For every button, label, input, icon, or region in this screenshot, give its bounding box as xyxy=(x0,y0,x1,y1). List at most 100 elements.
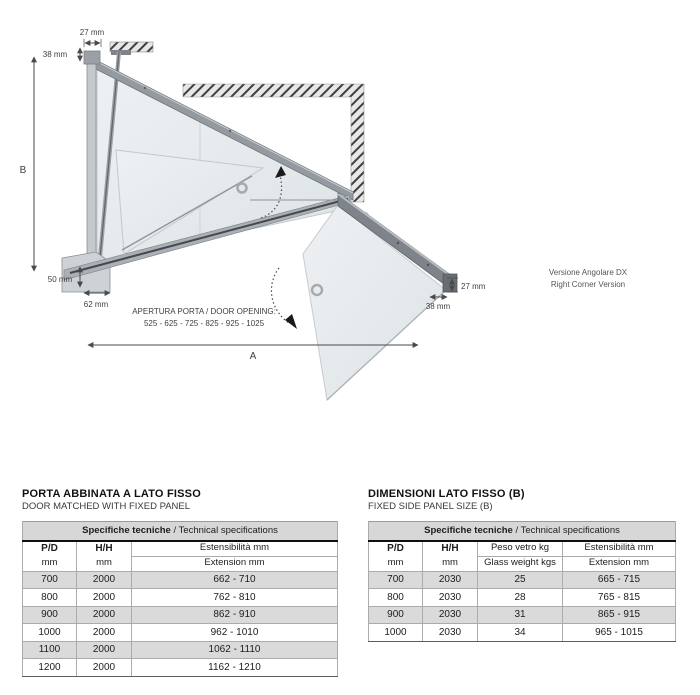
screw-dot xyxy=(228,129,232,133)
door-handle xyxy=(236,182,248,194)
cell: 962 - 1010 xyxy=(131,623,338,642)
table-row: 1000 2030 34 965 - 1015 xyxy=(368,623,676,642)
cell: 2000 xyxy=(76,588,132,607)
label-62: 62 mm xyxy=(84,300,109,309)
label-38-top: 38 mm xyxy=(43,50,68,59)
col-header: H/H xyxy=(76,540,132,557)
right-door xyxy=(302,192,458,401)
spec-band-rest: / Technical specifications xyxy=(512,524,620,536)
label-50: 50 mm xyxy=(48,275,73,284)
table-row: 1000 2000 962 - 1010 xyxy=(22,623,338,642)
cell: 800 xyxy=(22,588,77,607)
support-bar-edge xyxy=(99,51,120,259)
label-27-top: 27 mm xyxy=(80,28,105,37)
label-A: A xyxy=(250,351,257,362)
spec-band-row: Specifiche tecniche / Technical specific… xyxy=(22,521,338,542)
ceiling-bracket xyxy=(111,50,131,55)
right-table-subtitle: FIXED SIDE PANEL SIZE (B) xyxy=(368,501,493,512)
right-profile-highlight xyxy=(337,193,453,278)
spec-band-cell: Specifiche tecniche / Technical specific… xyxy=(22,521,338,542)
col-subheader: mm xyxy=(422,556,478,572)
table-row: 1100 2000 1062 - 1110 xyxy=(22,641,338,660)
version-label-en: Right Corner Version xyxy=(551,280,625,289)
spec-band-cell: Specifiche tecniche / Technical specific… xyxy=(368,521,676,542)
screw-dot xyxy=(143,86,147,90)
cell: 662 - 710 xyxy=(131,571,338,590)
cell: 1000 xyxy=(368,623,423,642)
column-subheader-row: mm mm Glass weight kgs Extension mm xyxy=(368,556,676,572)
label-27-right: 27 mm xyxy=(461,282,486,291)
cell: 28 xyxy=(477,588,563,607)
table-row: 800 2030 28 765 - 815 xyxy=(368,588,676,607)
spec-band-bold: Specifiche tecniche xyxy=(82,524,171,536)
version-label-it: Versione Angolare DX xyxy=(549,268,628,277)
cell: 2000 xyxy=(76,606,132,625)
cell: 2030 xyxy=(422,588,478,607)
cell: 31 xyxy=(477,606,563,625)
right-table-title: DIMENSIONI LATO FISSO (B) xyxy=(368,488,525,500)
cell: 2000 xyxy=(76,658,132,677)
door-matched-table-block: PORTA ABBINATA A LATO FISSO DOOR MATCHED… xyxy=(22,488,338,677)
bottom-rail-stripe xyxy=(69,198,349,274)
col-subheader: Glass weight kgs xyxy=(477,556,563,572)
cell: 865 - 915 xyxy=(562,606,676,625)
column-header-row: P/D H/H Estensibilità mm xyxy=(22,540,338,557)
col-subheader: Extension mm xyxy=(131,556,338,572)
cell: 1062 - 1110 xyxy=(131,641,338,660)
col-header: Peso vetro kg xyxy=(477,540,563,557)
arc-arrowhead xyxy=(285,314,297,329)
label-B: B xyxy=(20,165,27,176)
door-opening-label: APERTURA PORTA / DOOR OPENING: xyxy=(132,307,276,316)
door-handle xyxy=(310,283,324,297)
top-cap-block xyxy=(83,50,101,65)
cell: 2000 xyxy=(76,571,132,590)
spec-band-row: Specifiche tecniche / Technical specific… xyxy=(368,521,676,542)
left-table-title: PORTA ABBINATA A LATO FISSO xyxy=(22,488,201,500)
cell: 2000 xyxy=(76,623,132,642)
col-header: H/H xyxy=(422,540,478,557)
cell: 25 xyxy=(477,571,563,590)
door-matched-table: Specifiche tecniche / Technical specific… xyxy=(22,521,338,677)
table-row: 700 2000 662 - 710 xyxy=(22,571,338,590)
spec-band-rest: / Technical specifications xyxy=(170,524,278,536)
cell: 665 - 715 xyxy=(562,571,676,590)
label-38-right: 38 mm xyxy=(426,302,451,311)
right-cap-block xyxy=(442,273,458,293)
cell: 765 - 815 xyxy=(562,588,676,607)
table-row: 900 2030 31 865 - 915 xyxy=(368,606,676,625)
cell: 1000 xyxy=(22,623,77,642)
corner-door-diagram: 27 mm 38 mm B 50 mm 62 mm A 27 mm 38 mm … xyxy=(20,28,628,401)
cell: 2030 xyxy=(422,571,478,590)
cell: 34 xyxy=(477,623,563,642)
screw-dot xyxy=(396,241,400,245)
col-header: Estensibilità mm xyxy=(131,540,338,557)
col-subheader: mm xyxy=(368,556,423,572)
fixed-panel-table-block: DIMENSIONI LATO FISSO (B) FIXED SIDE PAN… xyxy=(368,488,676,642)
cell: 900 xyxy=(22,606,77,625)
fixed-panel-table: Specifiche tecniche / Technical specific… xyxy=(368,521,676,642)
ceiling-hatch xyxy=(109,41,154,53)
col-subheader: mm xyxy=(22,556,77,572)
table-row: 1200 2000 1162 - 1210 xyxy=(22,658,338,677)
dimension-lines xyxy=(31,39,458,348)
cell: 700 xyxy=(22,571,77,590)
col-header: Estensibilità mm xyxy=(562,540,676,557)
open-door-glass xyxy=(115,149,265,255)
arc-arrowhead xyxy=(275,166,286,178)
door-opening-values: 525 - 625 - 725 - 825 - 925 - 1025 xyxy=(144,319,265,328)
cell: 1100 xyxy=(22,641,77,660)
cell: 900 xyxy=(368,606,423,625)
spec-band-bold: Specifiche tecniche xyxy=(424,524,513,536)
col-header: P/D xyxy=(22,540,77,557)
cell: 2030 xyxy=(422,606,478,625)
table-row: 900 2000 862 - 910 xyxy=(22,606,338,625)
column-subheader-row: mm mm Extension mm xyxy=(22,556,338,572)
col-subheader: mm xyxy=(76,556,132,572)
open-door-edge xyxy=(121,175,253,251)
cell: 2030 xyxy=(422,623,478,642)
col-subheader: Extension mm xyxy=(562,556,676,572)
cell: 862 - 910 xyxy=(131,606,338,625)
open-door xyxy=(115,149,265,255)
screw-dot xyxy=(426,263,430,267)
table-row: 800 2000 762 - 810 xyxy=(22,588,338,607)
